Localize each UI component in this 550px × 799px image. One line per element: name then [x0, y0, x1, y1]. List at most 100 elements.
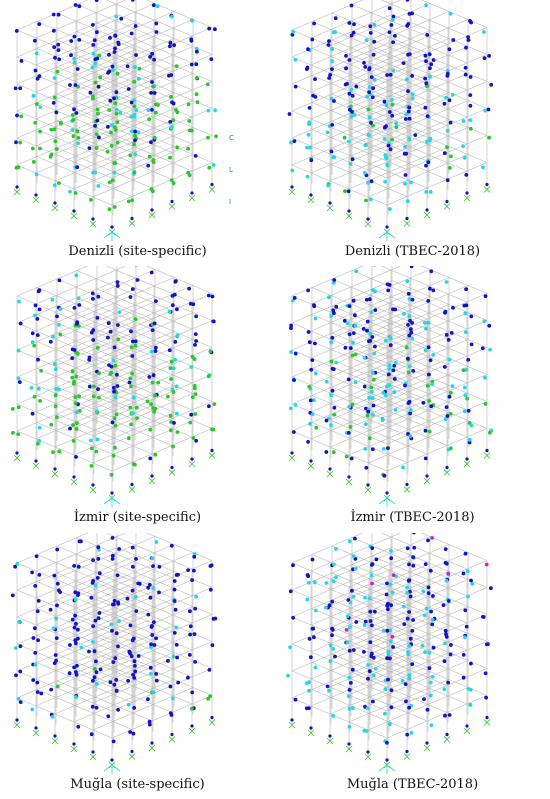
hinge-marker: [52, 362, 57, 366]
hinge-marker: [170, 100, 174, 105]
hinge-marker: [116, 40, 121, 45]
hinge-marker: [148, 456, 153, 461]
hinge-marker: [34, 51, 39, 56]
hinge-marker: [117, 619, 121, 623]
hinge-marker: [35, 317, 40, 321]
hinge-marker: [151, 690, 156, 695]
hinge-marker: [130, 411, 135, 416]
panel-caption: Denizli (site-specific): [68, 244, 207, 259]
support-icon: [345, 742, 353, 753]
hinge-marker: [173, 340, 178, 344]
hinge-marker: [368, 609, 373, 614]
hinge-marker: [127, 649, 132, 654]
hinge-marker: [430, 382, 435, 387]
panel-caption: İzmir (TBEC-2018): [350, 510, 475, 525]
hinge-marker: [187, 173, 192, 178]
hinge-marker: [111, 739, 116, 744]
hinge-marker: [307, 637, 312, 641]
hinge-marker: [388, 582, 393, 587]
hinge-marker: [403, 682, 408, 686]
hinge-marker: [401, 465, 405, 470]
hinge-marker: [16, 348, 21, 353]
hinge-marker: [306, 440, 310, 444]
hinge-marker: [133, 339, 138, 344]
hinge-marker: [367, 90, 371, 95]
hinge-marker: [332, 278, 337, 282]
structural-frame-model: [13, 0, 219, 241]
hinge-marker: [10, 407, 15, 411]
support-icon: [288, 451, 296, 462]
hinge-marker: [35, 690, 40, 694]
hinge-marker: [426, 345, 431, 350]
hinge-marker: [186, 675, 190, 680]
hinge-marker: [174, 625, 179, 630]
hinge-marker: [331, 367, 336, 371]
hinge-marker: [313, 371, 318, 376]
support-icon: [483, 448, 491, 459]
hinge-marker: [467, 437, 472, 442]
hinge-marker: [132, 462, 136, 466]
hinge-marker: [51, 28, 56, 33]
hinge-marker: [369, 75, 374, 79]
hinge-marker: [113, 423, 118, 428]
hinge-marker: [109, 130, 113, 135]
hinge-marker: [385, 282, 390, 287]
hinge-marker: [329, 340, 334, 345]
hinge-marker: [77, 38, 82, 42]
hinge-marker: [116, 644, 120, 649]
hinge-marker: [483, 294, 488, 298]
hinge-marker: [51, 450, 55, 454]
hinge-marker: [114, 111, 119, 116]
hinge-marker: [53, 55, 57, 60]
support-icon: [403, 482, 411, 493]
hinge-marker: [387, 110, 392, 114]
plastic-hinge-markers: [10, 536, 218, 744]
hinge-marker: [154, 672, 159, 676]
hinge-marker: [426, 160, 431, 165]
hinge-marker: [31, 678, 36, 682]
hinge-marker: [430, 617, 435, 622]
hinge-marker: [385, 162, 390, 167]
hinge-marker: [426, 538, 430, 543]
support-icon: [51, 734, 59, 745]
hinge-marker: [308, 421, 312, 426]
hinge-marker: [423, 428, 428, 433]
hinge-marker: [149, 91, 154, 95]
hinge-marker: [362, 61, 366, 65]
structural-frame-model: [286, 533, 493, 774]
hinge-marker: [387, 363, 392, 368]
hinge-marker: [447, 357, 452, 362]
hinge-marker: [18, 644, 23, 649]
hinge-marker: [192, 357, 197, 361]
hinge-marker: [389, 688, 394, 693]
hinge-marker: [30, 331, 35, 336]
hinge-marker: [371, 52, 376, 57]
hinge-marker: [488, 430, 492, 435]
hinge-marker: [33, 38, 37, 43]
support-icon: [128, 749, 136, 760]
hinge-marker: [55, 69, 60, 74]
hinge-marker: [443, 628, 448, 633]
hinge-marker: [407, 137, 412, 142]
support-icon: [326, 467, 334, 478]
hinge-marker: [114, 688, 119, 693]
hinge-marker: [389, 556, 394, 561]
hinge-marker: [113, 395, 118, 400]
hinge-marker: [423, 320, 427, 325]
hinge-marker: [367, 66, 372, 70]
hinge-marker: [91, 558, 95, 562]
hinge-marker: [134, 609, 139, 613]
hinge-marker: [288, 645, 292, 649]
hinge-marker: [293, 697, 298, 702]
hinge-marker: [29, 386, 34, 390]
hinge-marker: [151, 586, 156, 591]
hinge-marker: [386, 607, 390, 612]
hinge-marker: [73, 395, 78, 399]
hinge-marker: [10, 593, 15, 598]
hinge-marker: [57, 588, 61, 593]
hinge-marker: [206, 108, 211, 113]
hinge-marker: [174, 384, 179, 389]
hinge-marker: [74, 410, 79, 415]
hinge-marker: [89, 464, 94, 468]
hinge-marker: [409, 330, 414, 335]
